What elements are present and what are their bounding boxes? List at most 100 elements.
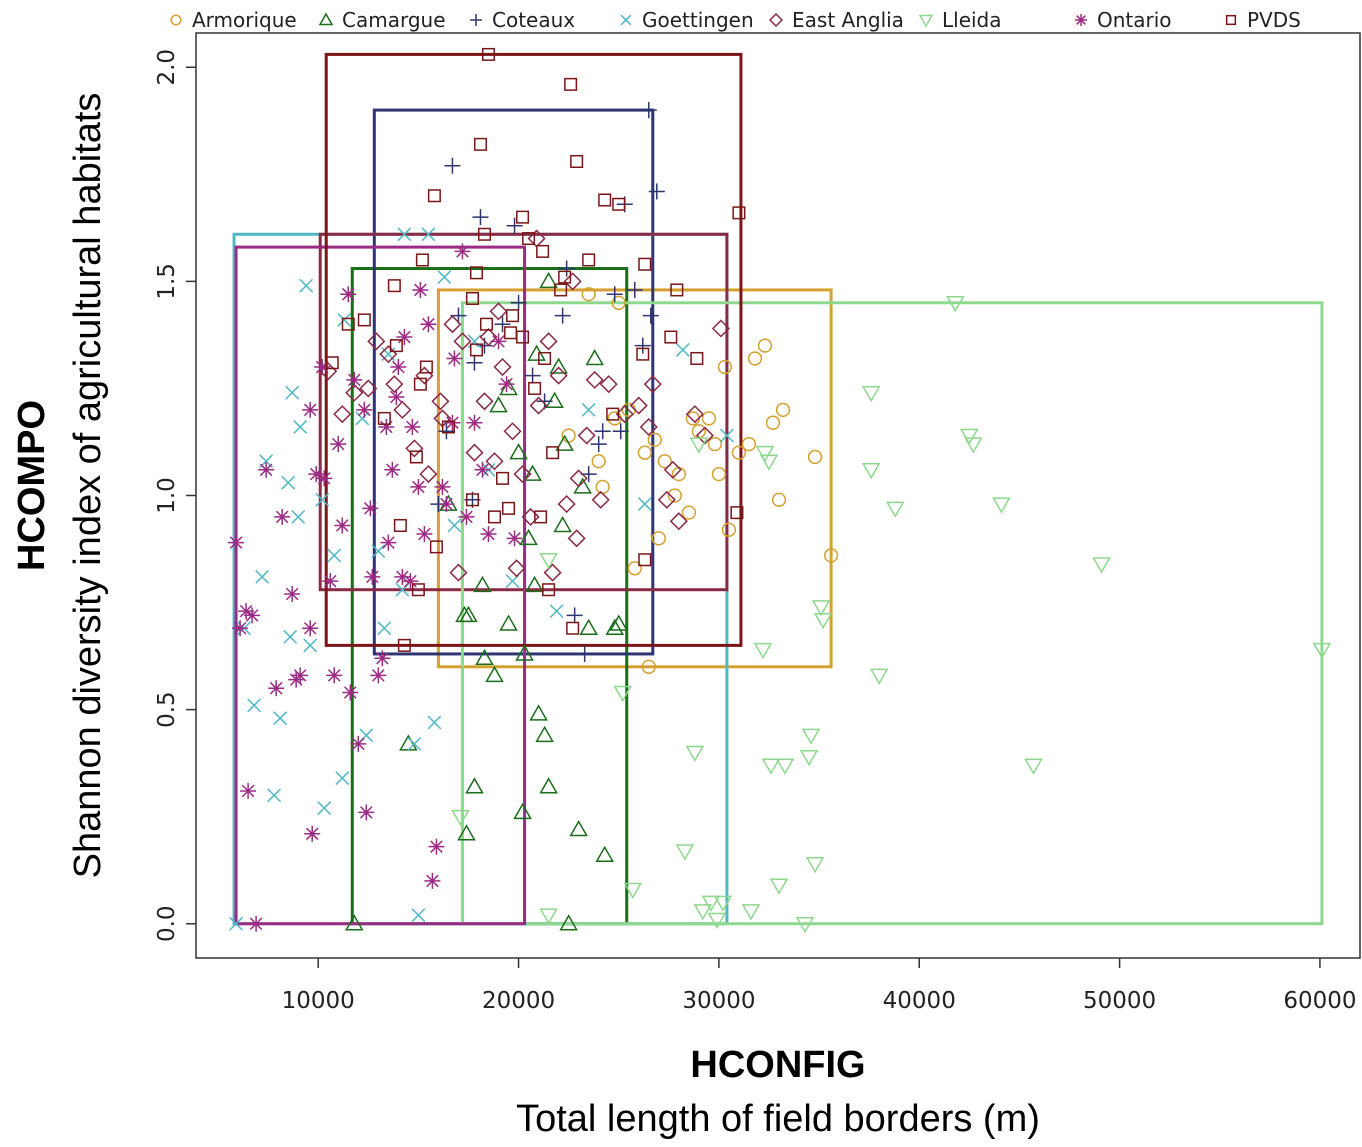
point-armorique-12 [641,659,656,674]
point-lleida-10 [713,895,733,912]
point-armorique-15 [691,424,707,439]
point-armorique-25 [657,454,672,469]
point-ontario-46 [346,371,363,388]
point-armorique-2 [671,466,686,482]
legend-marker-east-anglia [768,12,784,28]
point-ontario-31 [416,526,433,543]
point-east-anglia-33 [449,563,468,582]
point-goettingen-2 [255,569,270,584]
point-pvds-16 [415,253,429,267]
point-pvds-17 [465,291,479,306]
point-goettingen-9 [335,771,350,786]
point-ontario-43 [506,530,523,547]
point-pvds-20 [506,309,520,323]
point-lleida-23 [813,612,833,630]
y-tick-label-4: 2.0 [154,49,180,86]
point-goettingen-24 [397,227,412,242]
point-armorique-14 [667,488,682,503]
point-camargue-0 [344,914,364,931]
point-camargue-27 [539,271,558,289]
point-lleida-24 [861,385,881,403]
point-pvds-53 [469,266,483,280]
point-armorique-13 [591,454,606,469]
point-goettingen-6 [291,509,306,524]
point-goettingen-33 [719,428,734,443]
point-goettingen-7 [303,638,318,653]
point-ontario-16 [322,573,339,590]
point-ontario-4 [240,782,257,799]
point-armorique-16 [731,445,747,460]
legend-label-east-anglia: East Anglia [792,8,904,32]
point-ontario-44 [314,359,331,376]
point-camargue-14 [559,914,578,931]
y-tick-label-3: 1.5 [154,263,180,300]
point-lleida-12 [753,642,773,660]
point-pvds-21 [479,317,494,331]
point-coteaux-1 [640,102,657,119]
point-east-anglia-6 [419,465,438,484]
point-camargue-20 [555,434,574,451]
point-armorique-26 [685,411,701,426]
legend-label-armorique: Armorique [192,8,297,32]
point-east-anglia-48 [663,460,682,479]
point-armorique-11 [627,561,642,576]
point-ontario-53 [302,401,319,418]
point-east-anglia-44 [345,383,364,402]
point-ontario-42 [498,376,515,393]
legend-item-goettingen: Goettingen [620,8,754,32]
point-goettingen-30 [581,402,596,417]
point-pvds-33 [441,420,455,434]
point-lleida-1 [539,552,558,570]
point-pvds-42 [488,510,502,524]
point-east-anglia-15 [513,465,532,484]
point-east-anglia-9 [453,332,472,351]
point-pvds-38 [554,283,568,297]
point-camargue-16 [579,618,598,636]
point-ontario-21 [358,804,375,821]
point-ontario-58 [394,568,411,585]
point-lleida-22 [811,600,831,617]
box-coteaux [372,108,655,656]
point-east-anglia-10 [465,443,484,462]
point-ontario-38 [466,414,483,431]
point-coteaux-17 [466,354,483,371]
point-goettingen-26 [437,270,452,285]
point-goettingen-32 [675,342,690,357]
point-armorique-21 [611,295,626,310]
point-ontario-14 [308,466,325,483]
point-armorique-22 [581,287,596,302]
y-tick-label-2: 1.0 [154,477,180,514]
point-ontario-23 [370,667,387,684]
point-pvds-35 [546,446,560,460]
point-camargue-4 [457,824,476,841]
point-goettingen-11 [377,621,392,636]
point-east-anglia-8 [443,315,462,334]
point-pvds-4 [427,189,441,203]
x-axis: 10000 20000 30000 40000 50000 60000 [282,958,1357,1014]
point-camargue-13 [539,777,558,794]
point-coteaux-8 [634,337,651,354]
point-pvds-31 [377,411,391,425]
point-ontario-50 [402,573,419,590]
point-goettingen-36 [371,544,386,559]
point-lleida-35 [689,437,709,454]
series-coteaux [430,102,665,662]
point-pvds-25 [504,326,518,340]
point-ontario-1 [232,620,249,637]
point-pvds-40 [465,493,479,507]
point-east-anglia-31 [695,426,714,445]
point-pvds-19 [357,313,371,327]
point-goettingen-14 [411,908,426,923]
point-pvds-2 [473,137,487,151]
point-coteaux-7 [642,307,659,324]
point-east-anglia-41 [415,366,434,385]
point-lleida-32 [1024,758,1043,775]
point-pvds-12 [536,244,550,258]
point-camargue-15 [569,820,588,837]
point-goettingen-31 [637,497,652,511]
point-armorique-7 [775,402,791,418]
y-axis: 0.0 0.5 1.0 1.5 2.0 [154,49,196,942]
point-goettingen-1 [247,698,262,713]
point-camargue-3 [465,777,484,794]
